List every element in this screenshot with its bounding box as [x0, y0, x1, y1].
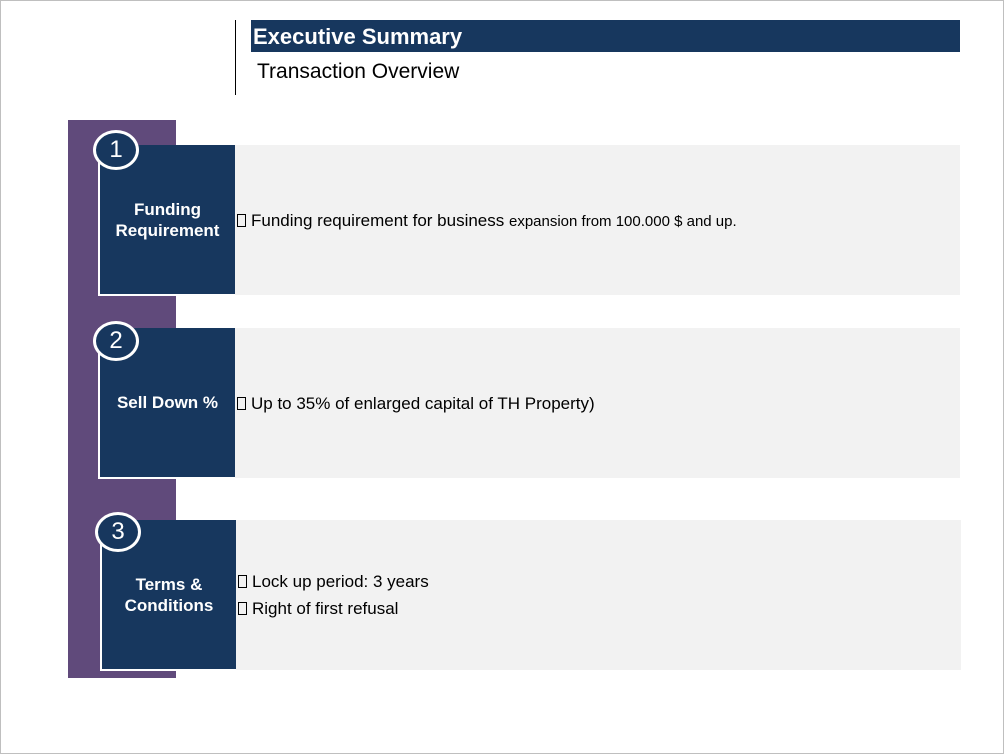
bullet-icon: [237, 214, 246, 227]
bullet-icon: [238, 602, 247, 615]
bullet-item: Right of first refusal: [238, 595, 429, 622]
row-content-panel: [235, 145, 960, 295]
row-content-panel: [235, 328, 960, 478]
row-label-text: Terms & Conditions: [124, 574, 214, 615]
page-title: Executive Summary: [251, 20, 960, 52]
bullet-text: Funding requirement for business: [251, 211, 509, 230]
row-number-badge: 3: [95, 512, 141, 552]
row-bullets: Up to 35% of enlarged capital of TH Prop…: [237, 390, 595, 417]
row-label: Terms & Conditions: [100, 520, 236, 671]
row-number-badge: 1: [93, 130, 139, 170]
header-divider: [235, 20, 236, 95]
bullet-text: Lock up period: 3 years: [252, 572, 429, 591]
row-number-badge: 2: [93, 321, 139, 361]
row-label-text: Funding Requirement: [115, 199, 220, 240]
bullet-item: Lock up period: 3 years: [238, 568, 429, 595]
row-label-text: Sell Down %: [116, 393, 219, 412]
page-subtitle: Transaction Overview: [257, 60, 460, 83]
bullet-text-small: expansion from 100.000 $ and up.: [508, 213, 737, 230]
bullet-icon: [237, 397, 246, 410]
bullet-item: Up to 35% of enlarged capital of TH Prop…: [237, 390, 595, 417]
row-content-panel: [236, 520, 961, 670]
bullet-icon: [238, 575, 247, 588]
bullet-text: Up to 35% of enlarged capital of TH Prop…: [251, 394, 595, 413]
row-label: Funding Requirement: [98, 145, 235, 296]
row-bullets: Funding requirement for business expansi…: [237, 207, 737, 234]
bullet-item: Funding requirement for business expansi…: [237, 207, 737, 234]
bullet-text: Right of first refusal: [252, 599, 399, 618]
row-bullets: Lock up period: 3 years Right of first r…: [238, 568, 429, 622]
